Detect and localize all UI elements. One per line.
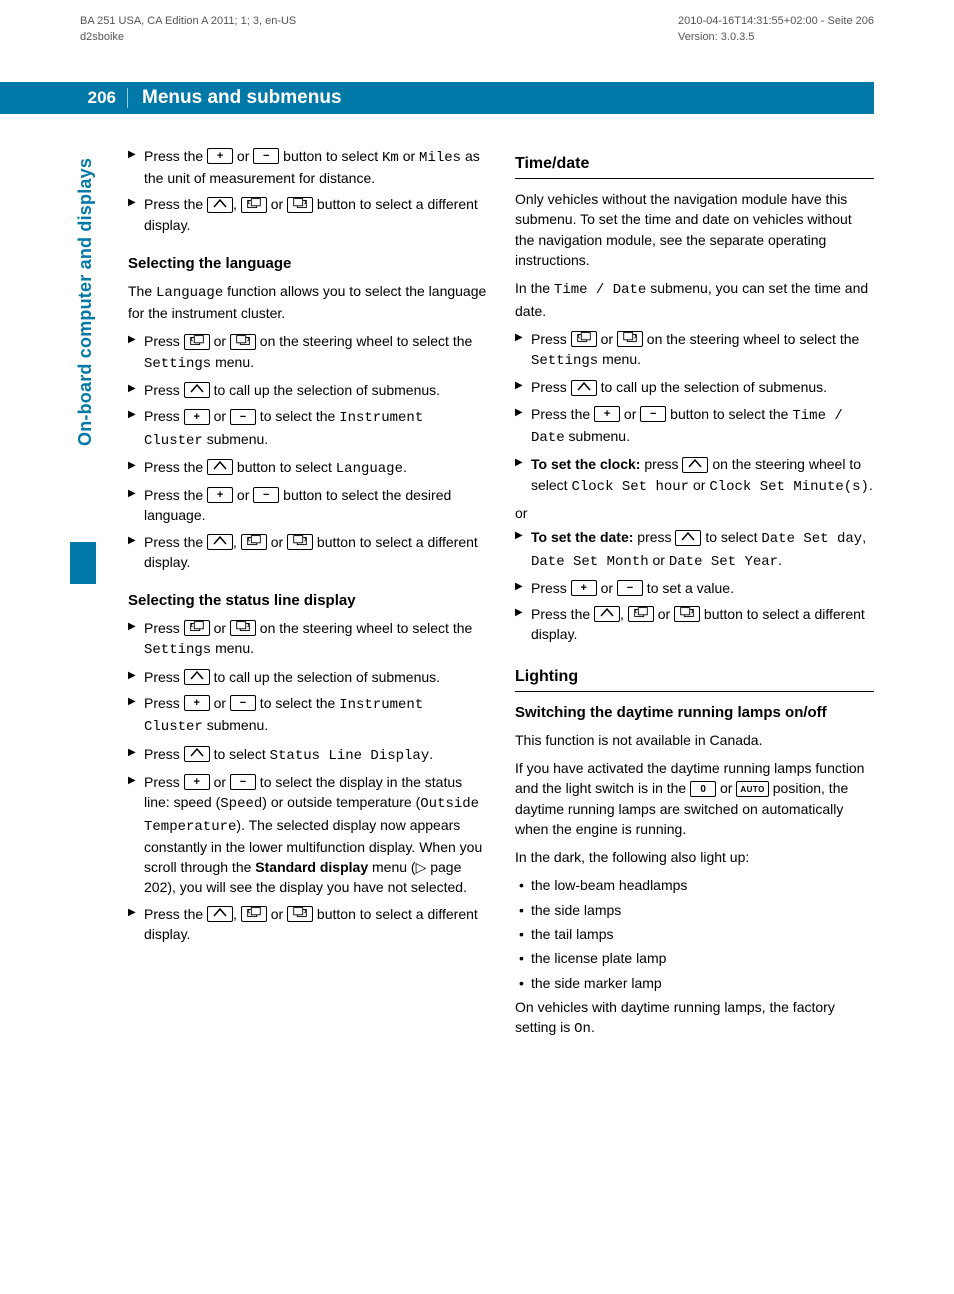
side-tab: On-board computer and displays <box>72 158 96 538</box>
heading-status-line: Selecting the status line display <box>128 590 487 612</box>
time-date-p1: Only vehicles without the navigation mod… <box>515 189 874 270</box>
lighting-bullets: the low-beam headlamps the side lamps the … <box>515 875 874 992</box>
menu-next-button-icon <box>674 606 700 622</box>
meta-left: BA 251 USA, CA Edition A 2011; 1; 3, en-… <box>80 14 296 46</box>
step-item: Press the , or button to select a differ… <box>128 532 487 573</box>
minus-button-icon <box>253 487 279 503</box>
menu-prev-button-icon <box>184 620 210 636</box>
heading-selecting-language: Selecting the language <box>128 253 487 275</box>
menu-prev-button-icon <box>571 331 597 347</box>
minus-button-icon <box>640 406 666 422</box>
step-item: Press the button to select Language. <box>128 457 487 479</box>
reset-button-icon <box>184 382 210 398</box>
bullet-item: the license plate lamp <box>515 948 874 968</box>
plus-button-icon <box>571 580 597 596</box>
page-number: 206 <box>0 82 128 114</box>
bullet-item: the tail lamps <box>515 924 874 944</box>
auto-position-icon <box>736 781 769 797</box>
menu-next-button-icon <box>230 620 256 636</box>
meta-header: BA 251 USA, CA Edition A 2011; 1; 3, en-… <box>0 0 954 46</box>
language-intro: The Language function allows you to sele… <box>128 281 487 324</box>
step-item: Press the or button to select the desire… <box>128 485 487 526</box>
plus-button-icon <box>184 409 210 425</box>
step-item: Press to call up the selection of submen… <box>515 377 874 397</box>
menu-prev-button-icon <box>628 606 654 622</box>
menu-next-button-icon <box>287 197 313 213</box>
page-title: Menus and submenus <box>128 82 874 114</box>
bullet-item: the side lamps <box>515 900 874 920</box>
reset-button-icon <box>207 459 233 475</box>
meta-right: 2010-04-16T14:31:55+02:00 - Seite 206 Ve… <box>678 14 874 46</box>
lighting-p1: This function is not available in Canada… <box>515 730 874 750</box>
reset-button-icon <box>675 530 701 546</box>
minus-button-icon <box>253 148 279 164</box>
reset-button-icon <box>594 606 620 622</box>
menu-prev-button-icon <box>241 197 267 213</box>
menu-next-button-icon <box>287 906 313 922</box>
step-item: Press to call up the selection of submen… <box>128 380 487 400</box>
step-item: Press the , or button to select a differ… <box>128 194 487 235</box>
step-item: Press or to select the Instrument Cluste… <box>128 693 487 738</box>
menu-prev-button-icon <box>241 534 267 550</box>
step-item: Press or on the steering wheel to select… <box>515 329 874 372</box>
reset-button-icon <box>207 906 233 922</box>
step-item: Press to select Status Line Display. <box>128 744 487 766</box>
menu-next-button-icon <box>230 334 256 350</box>
intro-steps: Press the or button to select Km or Mile… <box>128 146 487 235</box>
side-tab-text: On-board computer and displays <box>72 158 98 518</box>
step-item: Press the , or button to select a differ… <box>515 604 874 645</box>
heading-time-date: Time/date <box>515 152 874 179</box>
menu-next-button-icon <box>617 331 643 347</box>
plus-button-icon <box>184 774 210 790</box>
plus-button-icon <box>594 406 620 422</box>
step-item: Press the or button to select the Time /… <box>515 404 874 449</box>
or-separator: or <box>515 503 874 523</box>
bullet-item: the side marker lamp <box>515 973 874 993</box>
step-item: Press or to select the Instrument Cluste… <box>128 406 487 451</box>
status-line-steps: Press or on the steering wheel to select… <box>128 618 487 944</box>
step-item: Press or to set a value. <box>515 578 874 598</box>
zero-position-icon <box>690 781 716 797</box>
reset-button-icon <box>207 197 233 213</box>
menu-prev-button-icon <box>241 906 267 922</box>
step-item: Press the or button to select Km or Mile… <box>128 146 487 189</box>
lighting-p3: In the dark, the following also light up… <box>515 847 874 867</box>
time-date-p2: In the Time / Date submenu, you can set … <box>515 278 874 321</box>
reset-button-icon <box>184 669 210 685</box>
minus-button-icon <box>230 695 256 711</box>
plus-button-icon <box>207 487 233 503</box>
language-steps: Press or on the steering wheel to select… <box>128 331 487 572</box>
step-item: Press or on the steering wheel to select… <box>128 618 487 661</box>
right-column: Time/date Only vehicles without the navi… <box>515 146 874 1048</box>
heading-lighting: Lighting <box>515 665 874 692</box>
time-date-steps: Press or on the steering wheel to select… <box>515 329 874 497</box>
lighting-p2: If you have activated the daytime runnin… <box>515 758 874 839</box>
step-item: To set the clock: press on the steering … <box>515 454 874 497</box>
step-item: Press to call up the selection of submen… <box>128 667 487 687</box>
minus-button-icon <box>617 580 643 596</box>
time-date-steps-2: To set the date: press to select Date Se… <box>515 527 874 644</box>
minus-button-icon <box>230 409 256 425</box>
reset-button-icon <box>571 380 597 396</box>
step-item: Press or to select the display in the st… <box>128 772 487 898</box>
bullet-item: the low-beam headlamps <box>515 875 874 895</box>
menu-prev-button-icon <box>184 334 210 350</box>
heading-daytime-lamps: Switching the daytime running lamps on/o… <box>515 702 874 724</box>
side-tab-marker <box>70 542 96 584</box>
left-column: Press the or button to select Km or Mile… <box>128 146 487 1048</box>
reset-button-icon <box>207 534 233 550</box>
reset-button-icon <box>682 457 708 473</box>
content-area: Press the or button to select Km or Mile… <box>0 114 954 1048</box>
reset-button-icon <box>184 746 210 762</box>
step-item: Press or on the steering wheel to select… <box>128 331 487 374</box>
step-item: To set the date: press to select Date Se… <box>515 527 874 572</box>
menu-next-button-icon <box>287 534 313 550</box>
title-bar: 206 Menus and submenus <box>0 82 954 114</box>
plus-button-icon <box>207 148 233 164</box>
step-item: Press the , or button to select a differ… <box>128 904 487 945</box>
minus-button-icon <box>230 774 256 790</box>
lighting-p4: On vehicles with daytime running lamps, … <box>515 997 874 1040</box>
plus-button-icon <box>184 695 210 711</box>
